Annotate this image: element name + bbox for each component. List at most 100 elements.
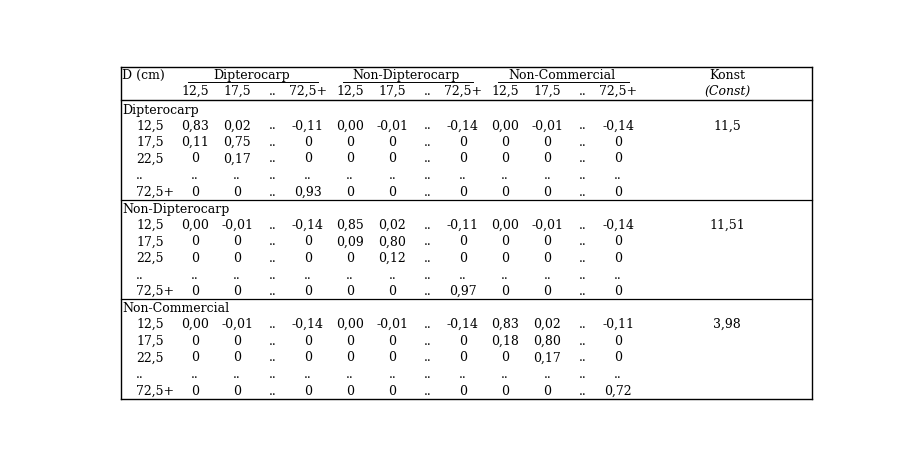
Text: ..: .. <box>579 219 587 232</box>
Text: 0: 0 <box>304 385 312 397</box>
Text: 0: 0 <box>304 235 312 249</box>
Text: ..: .. <box>424 153 431 166</box>
Text: ..: .. <box>424 269 431 282</box>
Text: 0: 0 <box>389 335 397 348</box>
Text: ..: .. <box>268 368 277 381</box>
Text: ..: .. <box>579 119 587 132</box>
Text: ..: .. <box>304 169 311 182</box>
Text: 0: 0 <box>346 153 354 166</box>
Text: ..: .. <box>543 368 551 381</box>
Text: ..: .. <box>233 368 241 381</box>
Text: ..: .. <box>424 368 431 381</box>
Text: 0,00: 0,00 <box>336 119 364 132</box>
Text: ..: .. <box>424 318 431 331</box>
Text: -0,14: -0,14 <box>292 318 324 331</box>
Text: 0: 0 <box>191 285 199 298</box>
Text: ..: .. <box>191 269 198 282</box>
Text: 0: 0 <box>501 235 510 249</box>
Text: 0,18: 0,18 <box>491 335 519 348</box>
Text: 0: 0 <box>501 186 510 198</box>
Text: ..: .. <box>424 351 431 365</box>
Text: ..: .. <box>579 285 587 298</box>
Text: ..: .. <box>459 269 467 282</box>
Text: 0: 0 <box>191 153 199 166</box>
Text: ..: .. <box>268 252 277 265</box>
Text: 0: 0 <box>543 252 551 265</box>
Text: ..: .. <box>424 285 431 298</box>
Text: 0: 0 <box>501 385 510 397</box>
Text: 0: 0 <box>389 385 397 397</box>
Text: 0: 0 <box>459 385 467 397</box>
Text: 0: 0 <box>543 136 551 149</box>
Text: 0,83: 0,83 <box>181 119 208 132</box>
Text: 0,17: 0,17 <box>533 351 561 365</box>
Text: 0: 0 <box>304 136 312 149</box>
Text: ..: .. <box>268 285 277 298</box>
Text: -0,01: -0,01 <box>531 219 563 232</box>
Text: ..: .. <box>268 335 277 348</box>
Text: ..: .. <box>268 318 277 331</box>
Text: 0: 0 <box>501 285 510 298</box>
Text: -0,01: -0,01 <box>221 219 253 232</box>
Text: ..: .. <box>233 169 241 182</box>
Text: ..: .. <box>389 269 396 282</box>
Text: ..: .. <box>614 269 622 282</box>
Text: ..: .. <box>459 368 467 381</box>
Text: 22,5: 22,5 <box>136 252 164 265</box>
Text: -0,01: -0,01 <box>531 119 563 132</box>
Text: ..: .. <box>346 269 354 282</box>
Text: 0: 0 <box>346 351 354 365</box>
Text: 0: 0 <box>459 136 467 149</box>
Text: 0: 0 <box>389 186 397 198</box>
Text: 0: 0 <box>614 285 622 298</box>
Text: ..: .. <box>579 269 587 282</box>
Text: 12,5: 12,5 <box>136 119 164 132</box>
Text: -0,14: -0,14 <box>447 119 479 132</box>
Text: ..: .. <box>459 169 467 182</box>
Text: 0,12: 0,12 <box>379 252 406 265</box>
Text: ..: .. <box>304 368 311 381</box>
Text: ..: .. <box>579 136 587 149</box>
Text: 22,5: 22,5 <box>136 153 164 166</box>
Text: ..: .. <box>268 385 277 397</box>
Text: -0,01: -0,01 <box>377 119 409 132</box>
Text: 0: 0 <box>614 153 622 166</box>
Text: -0,14: -0,14 <box>447 318 479 331</box>
Text: 72,5+: 72,5+ <box>599 85 637 97</box>
Text: Non-Commercial: Non-Commercial <box>122 302 229 315</box>
Text: ..: .. <box>501 269 509 282</box>
Text: ..: .. <box>389 169 396 182</box>
Text: 0,17: 0,17 <box>223 153 251 166</box>
Text: 0: 0 <box>543 235 551 249</box>
Text: 0,93: 0,93 <box>294 186 321 198</box>
Text: 0,02: 0,02 <box>533 318 561 331</box>
Text: ..: .. <box>579 85 587 97</box>
Text: ..: .. <box>191 169 198 182</box>
Text: 0: 0 <box>346 285 354 298</box>
Text: ..: .. <box>424 252 431 265</box>
Text: ..: .. <box>136 368 144 381</box>
Text: 12,5: 12,5 <box>491 85 519 97</box>
Text: ..: .. <box>268 169 277 182</box>
Text: ..: .. <box>579 318 587 331</box>
Text: 0: 0 <box>191 186 199 198</box>
Text: 0: 0 <box>191 351 199 365</box>
Text: 0,00: 0,00 <box>491 219 519 232</box>
Text: ..: .. <box>424 335 431 348</box>
Text: 72,5+: 72,5+ <box>136 385 175 397</box>
Text: ..: .. <box>136 269 144 282</box>
Text: -0,01: -0,01 <box>377 318 409 331</box>
Text: ..: .. <box>136 169 144 182</box>
Text: 0: 0 <box>304 153 312 166</box>
Text: -0,01: -0,01 <box>221 318 253 331</box>
Text: 0: 0 <box>543 385 551 397</box>
Text: 3,98: 3,98 <box>713 318 741 331</box>
Text: 12,5: 12,5 <box>136 219 164 232</box>
Text: ..: .. <box>501 368 509 381</box>
Text: -0,14: -0,14 <box>602 119 634 132</box>
Text: ..: .. <box>579 351 587 365</box>
Text: 0: 0 <box>501 252 510 265</box>
Text: Non-Commercial: Non-Commercial <box>508 69 615 82</box>
Text: 0,00: 0,00 <box>336 318 364 331</box>
Text: 0: 0 <box>459 186 467 198</box>
